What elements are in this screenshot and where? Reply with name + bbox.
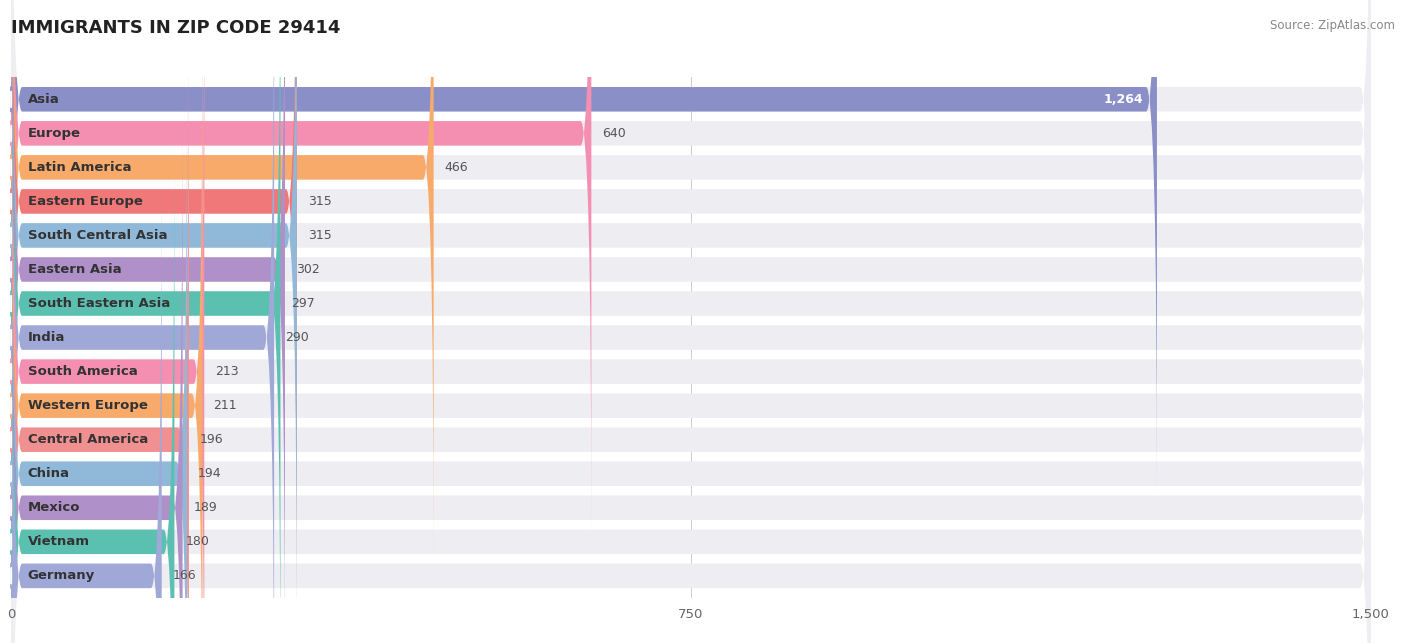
Text: 315: 315 xyxy=(308,229,332,242)
Text: IMMIGRANTS IN ZIP CODE 29414: IMMIGRANTS IN ZIP CODE 29414 xyxy=(11,19,340,37)
FancyBboxPatch shape xyxy=(11,111,1371,643)
Text: 194: 194 xyxy=(198,467,222,480)
FancyBboxPatch shape xyxy=(11,0,1371,631)
Text: Vietnam: Vietnam xyxy=(28,536,90,548)
Text: 166: 166 xyxy=(173,569,197,583)
Text: 213: 213 xyxy=(215,365,239,378)
FancyBboxPatch shape xyxy=(11,0,1371,643)
FancyBboxPatch shape xyxy=(11,0,1371,496)
FancyBboxPatch shape xyxy=(11,0,1371,564)
FancyBboxPatch shape xyxy=(11,0,1371,643)
FancyBboxPatch shape xyxy=(11,145,174,643)
FancyBboxPatch shape xyxy=(11,0,592,530)
FancyBboxPatch shape xyxy=(11,78,187,643)
Text: 466: 466 xyxy=(444,161,468,174)
Text: 640: 640 xyxy=(602,127,626,140)
Text: 315: 315 xyxy=(308,195,332,208)
Text: 302: 302 xyxy=(295,263,319,276)
Text: 211: 211 xyxy=(214,399,238,412)
FancyBboxPatch shape xyxy=(11,0,297,631)
FancyBboxPatch shape xyxy=(11,111,183,643)
Text: China: China xyxy=(28,467,69,480)
FancyBboxPatch shape xyxy=(11,78,1371,643)
FancyBboxPatch shape xyxy=(11,145,1371,643)
FancyBboxPatch shape xyxy=(11,179,1371,643)
Text: India: India xyxy=(28,331,65,344)
Text: 189: 189 xyxy=(194,502,217,514)
FancyBboxPatch shape xyxy=(11,0,204,643)
FancyBboxPatch shape xyxy=(11,0,1371,530)
Text: 180: 180 xyxy=(186,536,209,548)
FancyBboxPatch shape xyxy=(11,0,1157,496)
Text: 297: 297 xyxy=(291,297,315,310)
FancyBboxPatch shape xyxy=(11,0,1371,597)
Text: 290: 290 xyxy=(285,331,309,344)
FancyBboxPatch shape xyxy=(11,10,1371,643)
FancyBboxPatch shape xyxy=(11,44,1371,643)
FancyBboxPatch shape xyxy=(11,0,1371,643)
Text: Asia: Asia xyxy=(28,93,59,106)
FancyBboxPatch shape xyxy=(11,0,1371,643)
Text: Eastern Europe: Eastern Europe xyxy=(28,195,142,208)
Text: South Central Asia: South Central Asia xyxy=(28,229,167,242)
Text: South Eastern Asia: South Eastern Asia xyxy=(28,297,170,310)
FancyBboxPatch shape xyxy=(11,44,188,643)
Text: Source: ZipAtlas.com: Source: ZipAtlas.com xyxy=(1270,19,1395,32)
FancyBboxPatch shape xyxy=(11,0,274,643)
Text: Europe: Europe xyxy=(28,127,80,140)
FancyBboxPatch shape xyxy=(11,179,162,643)
Text: Eastern Asia: Eastern Asia xyxy=(28,263,121,276)
Text: Latin America: Latin America xyxy=(28,161,131,174)
FancyBboxPatch shape xyxy=(11,10,202,643)
Text: Central America: Central America xyxy=(28,433,148,446)
FancyBboxPatch shape xyxy=(11,0,280,643)
Text: South America: South America xyxy=(28,365,138,378)
Text: Western Europe: Western Europe xyxy=(28,399,148,412)
Text: Germany: Germany xyxy=(28,569,94,583)
Text: Mexico: Mexico xyxy=(28,502,80,514)
FancyBboxPatch shape xyxy=(11,0,297,597)
FancyBboxPatch shape xyxy=(11,0,433,564)
Text: 1,264: 1,264 xyxy=(1104,93,1143,106)
FancyBboxPatch shape xyxy=(11,0,285,643)
Text: 196: 196 xyxy=(200,433,224,446)
